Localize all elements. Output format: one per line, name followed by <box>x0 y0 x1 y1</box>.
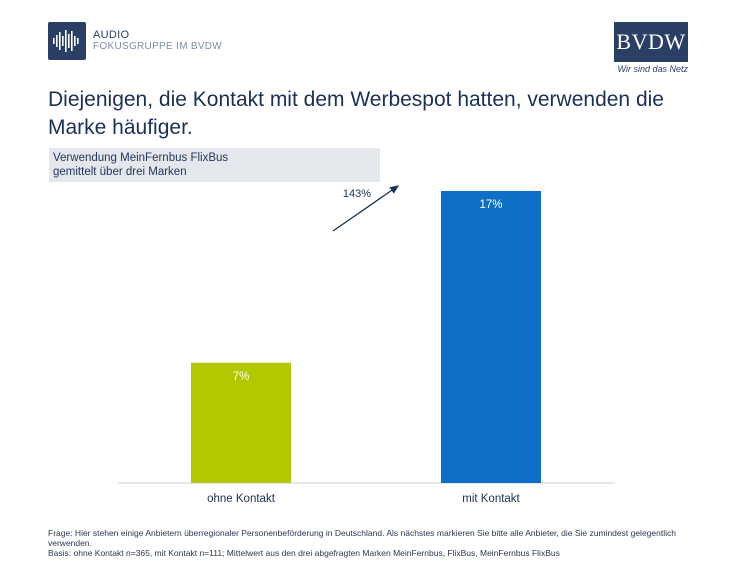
logo-line2: FOKUSGRUPPE IM BVDW <box>93 41 223 52</box>
logo-line1: AUDIO <box>93 29 130 41</box>
growth-annotation: 143% <box>343 188 371 200</box>
bar-1 <box>191 362 291 483</box>
subtitle-line1: Verwendung MeinFernbus FlixBus <box>53 152 229 164</box>
bvdw-brand: BVDW <box>614 22 688 62</box>
data-label-2: 17% <box>479 199 502 211</box>
bar-2 <box>441 191 541 483</box>
bvdw-tagline: Wir sind das Netz <box>617 64 688 74</box>
subtitle-line2: gemittelt über drei Marken <box>53 166 187 178</box>
bvdw-logo: BVDW Wir sind das Netz <box>614 22 688 76</box>
footnote-question: Frage: Hier stehen einige Anbietern über… <box>48 528 676 548</box>
data-label-1: 7% <box>233 371 250 383</box>
growth-arrow <box>332 185 400 232</box>
waveform-icon <box>48 22 86 60</box>
chart-subtitle: Verwendung MeinFernbus FlixBus gemittelt… <box>49 148 380 182</box>
category-label-2: mit Kontakt <box>462 493 520 505</box>
audio-logo: AUDIO FOKUSGRUPPE IM BVDW <box>48 22 222 60</box>
footnote: Frage: Hier stehen einige Anbietern über… <box>48 528 698 558</box>
footnote-basis: Basis: ohne Kontakt n=365, mit Kontakt n… <box>48 548 560 558</box>
category-label-1: ohne Kontakt <box>207 493 276 505</box>
page-title: Diejenigen, die Kontakt mit dem Werbespo… <box>48 88 664 139</box>
